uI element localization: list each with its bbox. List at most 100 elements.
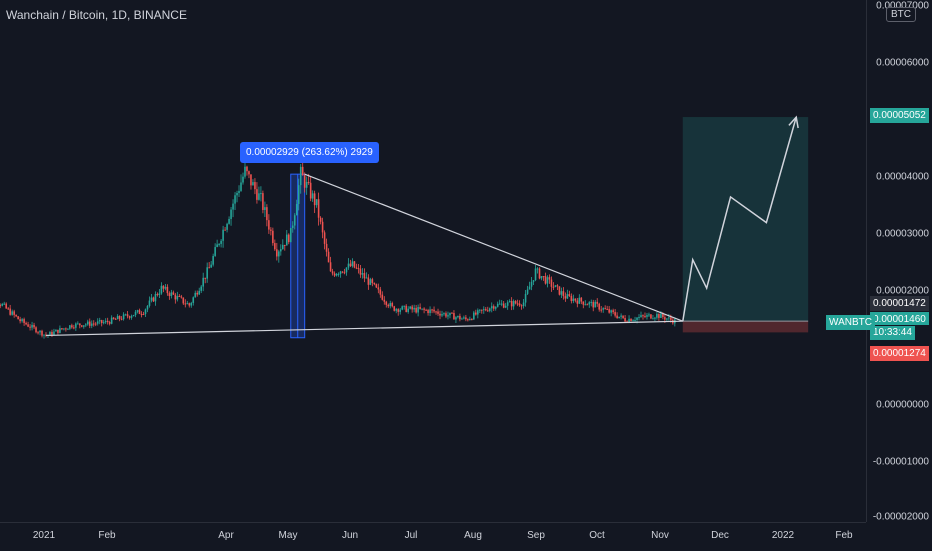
candle-body: [130, 316, 133, 318]
candle-body: [274, 243, 276, 250]
candle-body: [624, 318, 626, 322]
candle-body: [341, 271, 344, 273]
price-chart[interactable]: [0, 0, 866, 522]
candle-body: [88, 321, 91, 326]
candle-body: [371, 279, 374, 283]
projection-arrowhead: [788, 115, 799, 129]
descending-trendline: [304, 173, 684, 322]
candle-body: [401, 306, 403, 310]
candle-body: [188, 303, 191, 306]
candle-body: [329, 262, 332, 272]
candle-body: [415, 307, 417, 313]
candle-body: [514, 301, 517, 304]
price-tick: 0.00006000: [876, 57, 929, 69]
time-axis[interactable]: 2021 Feb Apr May Jun Jul Aug Sep Oct Nov…: [0, 522, 866, 551]
candle-body: [500, 303, 503, 305]
chart-area[interactable]: Wanchain / Bitcoin, 1D, BINANCE 0.000029…: [0, 0, 866, 522]
candle-body: [467, 319, 469, 321]
candle-body: [461, 318, 463, 320]
candle-body: [67, 328, 69, 330]
candle-body: [92, 323, 95, 325]
candle-body: [421, 308, 423, 310]
candle-body: [0, 305, 2, 307]
candle-body: [238, 190, 240, 193]
candle-body: [220, 240, 222, 244]
candle-body: [311, 193, 314, 199]
candle-body: [236, 192, 238, 196]
time-tick: Feb: [835, 530, 853, 541]
candle-body: [602, 308, 604, 310]
candle-body: [98, 320, 101, 322]
candle-body: [142, 313, 145, 315]
price-tick: 0.00004000: [876, 171, 929, 183]
candle-body: [90, 323, 93, 326]
candle-body: [319, 217, 322, 222]
candle-body: [646, 315, 648, 317]
candle-body: [490, 306, 493, 309]
candle-body: [391, 303, 394, 307]
candle-body: [49, 331, 51, 335]
candle-body: [580, 297, 583, 302]
candle-body: [242, 176, 244, 183]
candle-body: [202, 277, 204, 287]
candle-body: [186, 303, 189, 305]
candle-body: [471, 318, 473, 320]
candle-body: [588, 302, 591, 305]
candle-body: [11, 311, 13, 315]
price-axis[interactable]: 0.00007000 0.00006000 0.00005000 0.00004…: [866, 0, 932, 523]
candle-body: [134, 311, 137, 316]
candle-body: [558, 286, 561, 295]
candle-body: [272, 230, 274, 244]
currency-badge[interactable]: BTC: [886, 7, 916, 22]
candle-body: [33, 324, 35, 328]
time-tick: 2022: [771, 530, 795, 541]
candle-body: [192, 297, 195, 303]
candle-body: [43, 334, 45, 336]
candle-body: [548, 277, 551, 280]
candle-body: [198, 290, 201, 295]
candle-body: [146, 305, 149, 310]
time-tick: Aug: [464, 530, 482, 541]
candle-body: [260, 193, 262, 195]
candle-body: [39, 330, 41, 333]
candle-body: [666, 318, 668, 320]
candle-body: [100, 320, 103, 324]
candle-body: [53, 331, 55, 335]
candle-body: [210, 264, 212, 268]
candle-body: [323, 232, 326, 244]
candle-body: [670, 317, 672, 320]
candle-body: [278, 251, 280, 257]
candle-body: [614, 312, 616, 316]
candle-body: [488, 308, 491, 312]
candle-body: [429, 309, 431, 314]
candle-body: [594, 301, 597, 308]
candle-body: [608, 309, 610, 313]
candle-body: [106, 320, 109, 323]
candle-body: [377, 287, 380, 290]
candle-body: [473, 312, 475, 320]
candle-body: [584, 304, 587, 306]
candle-body: [79, 323, 81, 326]
candle-body: [35, 327, 37, 333]
candle-body: [455, 317, 457, 320]
candle-body: [140, 313, 143, 315]
candle-body: [393, 306, 396, 311]
candle-body: [61, 328, 63, 330]
candle-body: [518, 303, 521, 306]
candle-body: [357, 268, 360, 270]
last-price-label: 0.00001460: [870, 312, 929, 325]
candle-body: [41, 330, 43, 336]
candle-body: [164, 286, 167, 289]
candle-body: [532, 280, 535, 282]
candle-body: [399, 309, 402, 312]
time-tick: Dec: [711, 530, 729, 541]
candle-body: [266, 207, 268, 221]
candle-body: [268, 220, 270, 230]
candle-body: [108, 322, 111, 324]
candle-body: [526, 289, 529, 294]
candle-body: [276, 249, 278, 257]
candle-body: [465, 317, 467, 320]
candle-body: [305, 181, 308, 188]
candle-body: [540, 276, 543, 279]
candle-body: [73, 327, 75, 329]
